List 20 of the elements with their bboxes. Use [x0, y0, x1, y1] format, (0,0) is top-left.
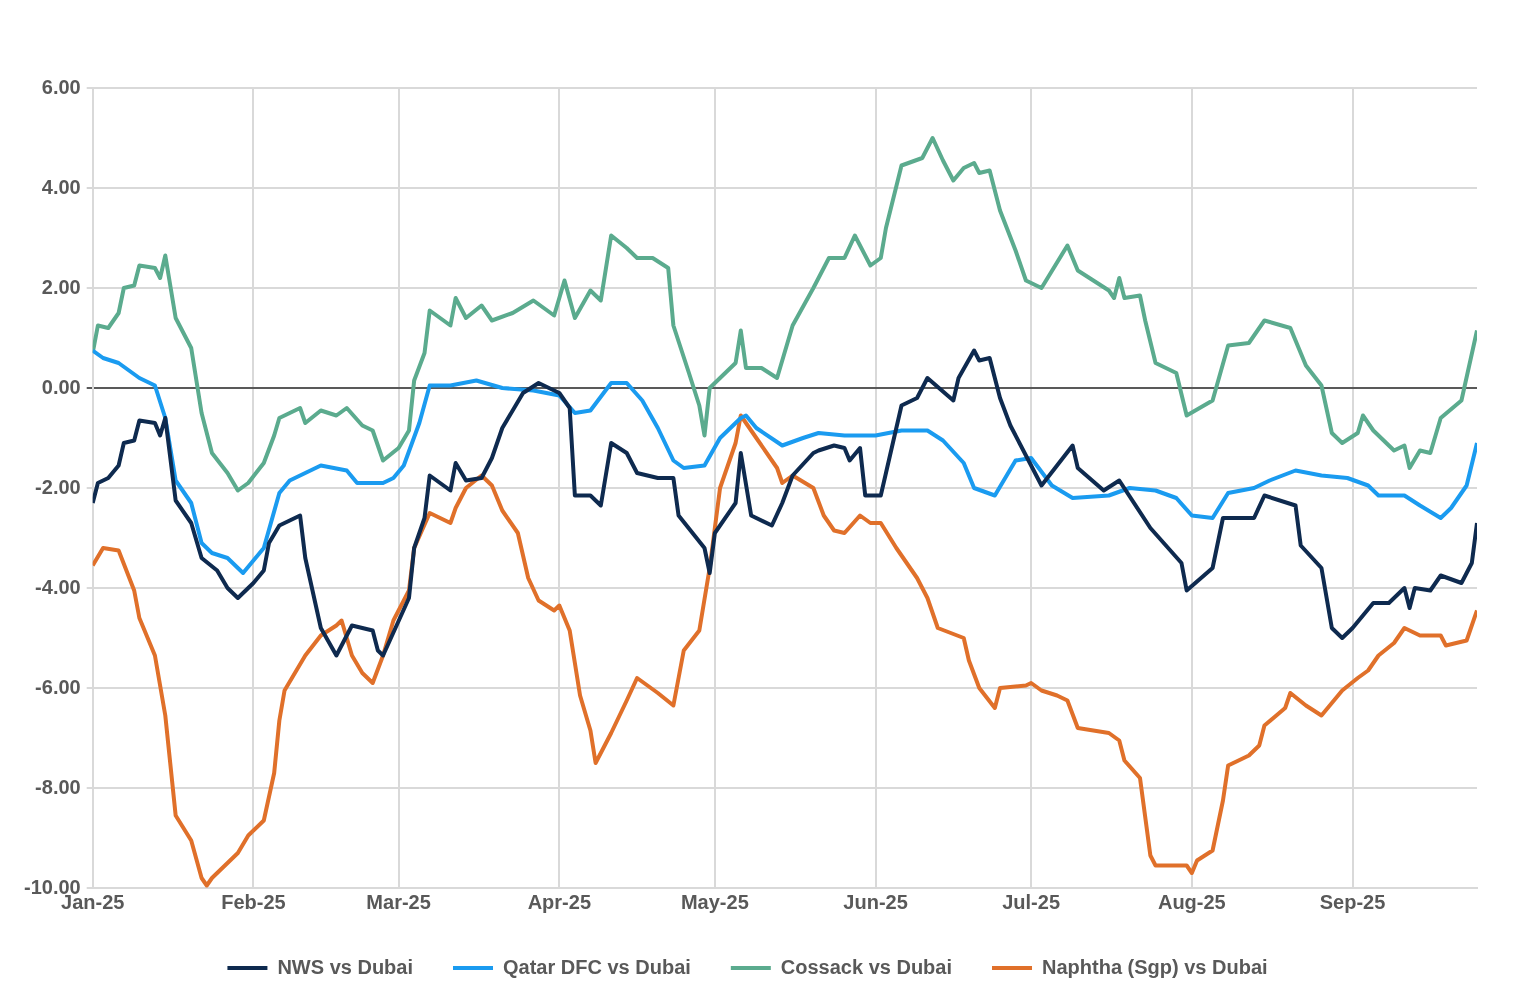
y-tick-label: 4.00	[41, 175, 81, 198]
legend-label: Qatar DFC vs Dubai	[503, 955, 691, 978]
x-tick-label: May-25	[680, 890, 749, 913]
legend-label: Naphtha (Sgp) vs Dubai	[1042, 955, 1268, 978]
y-tick-label: -6.00	[35, 675, 81, 698]
x-tick-label: Sep-25	[1319, 890, 1386, 913]
x-tick-label: Aug-25	[1157, 890, 1226, 913]
x-tick-label: Jun-25	[843, 890, 908, 913]
y-tick-label: -2.00	[35, 475, 81, 498]
legend-label: NWS vs Dubai	[277, 955, 413, 978]
x-tick-label: Mar-25	[366, 890, 431, 913]
x-tick-label: Apr-25	[527, 890, 591, 913]
legend-label: Cossack vs Dubai	[780, 955, 953, 978]
y-tick-label: 0.00	[41, 375, 81, 398]
x-tick-label: Jul-25	[1002, 890, 1061, 913]
y-tick-label: 2.00	[41, 275, 81, 298]
y-tick-label: 6.00	[41, 75, 81, 98]
y-tick-label: -8.00	[35, 775, 81, 798]
y-tick-label: -4.00	[35, 575, 81, 598]
x-tick-label: Feb-25	[221, 890, 286, 913]
